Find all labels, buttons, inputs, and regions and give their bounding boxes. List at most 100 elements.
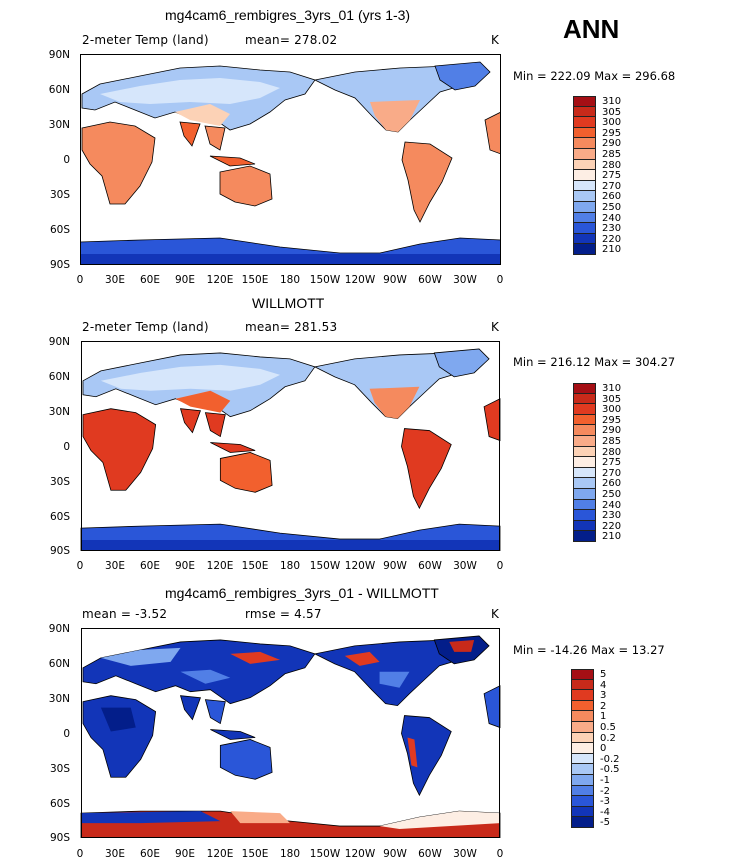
panel3-lat-label: 60N [48,658,70,670]
colorbar-swatch [573,446,596,458]
panel2-lon-label: 0 [496,560,504,572]
panel3-lon-label: 0 [76,848,84,860]
colorbar-swatch [573,201,596,213]
panel2-lat-label: 90S [49,545,70,557]
colorbar-swatch [573,212,596,224]
colorbar-swatch [573,383,596,394]
panel3-lon-label: 30W [453,848,477,860]
colorbar-label: 300 [602,404,622,416]
panel1-lat-label: 30S [49,189,70,201]
panel1-map [80,54,501,265]
colorbar-label: 0 [600,743,607,755]
panel2-lon-label: 0 [76,560,84,572]
colorbar-swatch [571,679,594,691]
colorbar-label: 260 [602,191,622,203]
panel1-lon-label: 0 [496,274,504,286]
colorbar-label: 250 [602,202,622,213]
colorbar-label: 240 [602,499,622,511]
colorbar-label: 305 [602,106,622,118]
panel3-lon-label: 90W [383,848,407,860]
panel3-lat-label: 60S [49,798,70,810]
colorbar-swatch [573,180,596,192]
colorbar-label: 290 [602,425,622,437]
panel3-lon-label: 60W [418,848,442,860]
colorbar-label: 0.5 [600,722,616,733]
colorbar-label: 240 [602,212,622,224]
colorbar-swatch [573,106,596,118]
panel3-lat-label: 30S [49,763,70,775]
colorbar-label: 270 [602,180,622,192]
colorbar-label: 210 [602,531,622,543]
panel2-minmax: Min = 216.12 Max = 304.27 [513,355,676,369]
colorbar-label: 5 [600,669,607,680]
colorbar-label: 295 [602,127,622,139]
panel1-center-label: mean= 278.02 [245,33,338,47]
panel1-lon-label: 90W [383,274,407,286]
panel3-lat-label: 30N [48,693,70,705]
panel2-lon-label: 60E [140,560,160,572]
panel3-lon-label: 30E [105,848,125,860]
colorbar-label: 210 [602,244,622,256]
panel3-lon-label: 60E [140,848,160,860]
colorbar-swatch [571,732,594,744]
panel2-lon-label: 120W [344,560,376,572]
colorbar-swatch [573,478,596,489]
panel3-lon-label: 120W [344,848,376,860]
colorbar-swatch [573,435,596,447]
colorbar-label: 0.2 [600,732,616,744]
colorbar-label: 1 [600,711,607,723]
colorbar-label: 3 [600,690,607,702]
colorbar-swatch [571,774,594,786]
colorbar-swatch [573,148,596,160]
colorbar-swatch [573,414,596,426]
colorbar-label: -5 [600,817,610,829]
colorbar-swatch [573,170,596,181]
colorbar-label: 290 [602,138,622,150]
panel2-lon-label: 60W [418,560,442,572]
panel3-lon-label: 0 [496,848,504,860]
colorbar-swatch [571,753,594,765]
panel3-lon-label: 180 [279,848,301,860]
panel1-lon-label: 60E [140,274,160,286]
colorbar-label: 2 [600,700,607,712]
panel2-center-label: mean= 281.53 [245,320,338,334]
panel3-right-label: K [491,607,500,621]
colorbar-swatch [571,690,594,701]
panel1-lon-label: 90E [175,274,195,286]
panel1-lat-label: 90S [49,259,70,271]
colorbar-swatch [571,764,594,775]
colorbar-swatch [573,244,596,255]
colorbar-label: 285 [602,149,622,160]
colorbar-swatch [573,531,596,542]
colorbar-swatch [573,233,596,245]
colorbar-label: 275 [602,457,622,469]
colorbar-label: 295 [602,414,622,426]
colorbar-swatch [573,520,596,532]
colorbar-label: -2 [600,785,610,797]
colorbar-swatch [571,669,594,680]
panel3-center-label: rmse = 4.57 [245,607,322,621]
colorbar-label: 220 [602,520,622,532]
panel1-lat-label: 30N [48,119,70,131]
panel3-title: mg4cam6_rembigres_3yrs_01 - WILLMOTT [165,585,439,601]
panel1-lat-label: 90N [48,49,70,61]
panel1-colorbar [573,96,596,255]
colorbar-label: -0.2 [600,753,620,765]
panel2-lon-label: 150W [309,560,341,572]
colorbar-swatch [573,138,596,149]
colorbar-swatch [573,117,596,128]
colorbar-swatch [573,96,596,107]
colorbar-label: 230 [602,223,622,235]
panel1-left-label: 2-meter Temp (land) [82,33,209,47]
panel2-lat-label: 60S [49,511,70,523]
colorbar-label: 260 [602,478,622,490]
panel2-colorbar [573,383,596,542]
colorbar-label: -3 [600,796,610,808]
panel3-lat-label: 90N [48,623,70,635]
panel1-lon-label: 120E [206,274,234,286]
panel2-lon-label: 30W [453,560,477,572]
colorbar-label: 300 [602,117,622,129]
panel3-lon-label: 90E [175,848,195,860]
panel2-lon-label: 90W [383,560,407,572]
panel3-lat-label: 90S [49,832,70,844]
